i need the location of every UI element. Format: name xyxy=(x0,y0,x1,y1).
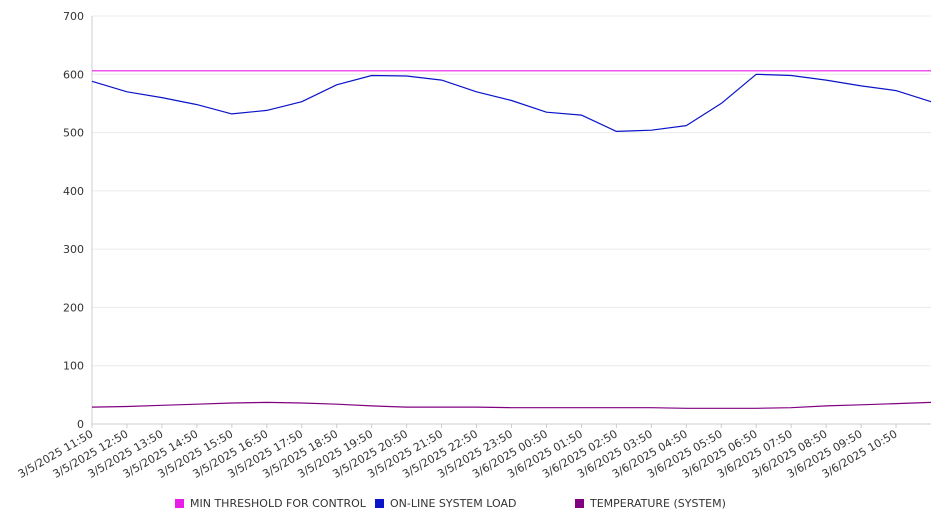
series-group xyxy=(91,70,932,409)
series-line-system-load xyxy=(91,73,932,132)
legend-swatch xyxy=(375,499,384,508)
y-tick-label: 400 xyxy=(63,185,84,198)
legend-item-system-load[interactable]: ON-LINE SYSTEM LOAD xyxy=(375,497,516,510)
y-tick-label: 300 xyxy=(63,243,84,256)
y-tick-label: 600 xyxy=(63,68,84,81)
legend-label: TEMPERATURE (SYSTEM) xyxy=(590,497,726,510)
y-tick-label: 500 xyxy=(63,127,84,140)
y-tick-label: 700 xyxy=(63,10,84,23)
legend-item-temperature[interactable]: TEMPERATURE (SYSTEM) xyxy=(575,497,726,510)
legend: MIN THRESHOLD FOR CONTROL ON-LINE SYSTEM… xyxy=(0,497,946,515)
legend-label: MIN THRESHOLD FOR CONTROL xyxy=(190,497,366,510)
y-tick-label: 100 xyxy=(63,360,84,373)
legend-label: ON-LINE SYSTEM LOAD xyxy=(390,497,517,510)
y-tick-label: 0 xyxy=(77,418,84,431)
grid-lines xyxy=(92,15,931,367)
y-axis: 0 100 200 300 400 500 600 700 xyxy=(63,10,93,431)
legend-swatch xyxy=(575,499,584,508)
series-line-temperature xyxy=(91,401,932,409)
legend-swatch xyxy=(175,499,184,508)
y-tick-label: 200 xyxy=(63,301,84,314)
legend-item-min-threshold[interactable]: MIN THRESHOLD FOR CONTROL xyxy=(175,497,366,510)
x-axis: 3/5/2025 11:503/5/2025 12:503/5/2025 13:… xyxy=(16,423,931,481)
